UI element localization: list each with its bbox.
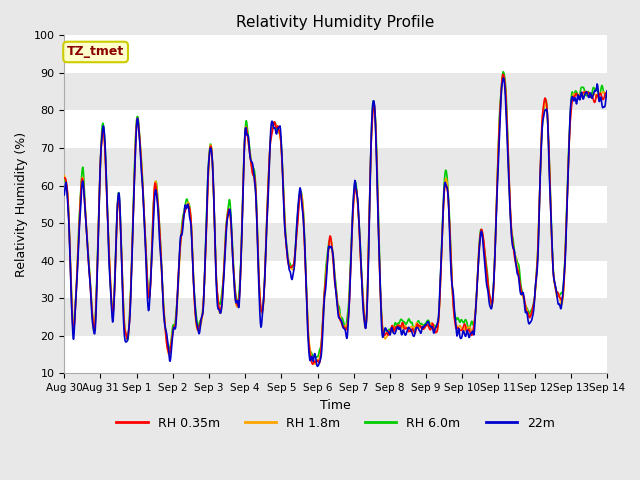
Bar bbox=[64, 110, 607, 148]
Bar bbox=[64, 36, 607, 73]
Bar bbox=[64, 336, 607, 373]
Text: TZ_tmet: TZ_tmet bbox=[67, 46, 124, 59]
Legend: RH 0.35m, RH 1.8m, RH 6.0m, 22m: RH 0.35m, RH 1.8m, RH 6.0m, 22m bbox=[111, 412, 560, 435]
Bar bbox=[64, 186, 607, 223]
Bar bbox=[64, 261, 607, 298]
Title: Relativity Humidity Profile: Relativity Humidity Profile bbox=[236, 15, 435, 30]
Y-axis label: Relativity Humidity (%): Relativity Humidity (%) bbox=[15, 132, 28, 277]
Bar bbox=[64, 73, 607, 110]
X-axis label: Time: Time bbox=[320, 398, 351, 412]
Bar bbox=[64, 298, 607, 336]
Bar bbox=[64, 223, 607, 261]
Bar bbox=[64, 148, 607, 186]
